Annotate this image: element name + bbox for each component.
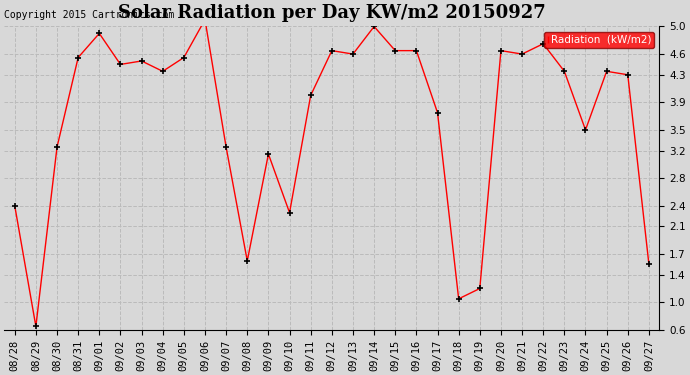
Title: Solar Radiation per Day KW/m2 20150927: Solar Radiation per Day KW/m2 20150927 <box>118 4 546 22</box>
Text: Copyright 2015 Cartronics.com: Copyright 2015 Cartronics.com <box>4 10 175 20</box>
Legend: Radiation  (kW/m2): Radiation (kW/m2) <box>544 32 654 48</box>
